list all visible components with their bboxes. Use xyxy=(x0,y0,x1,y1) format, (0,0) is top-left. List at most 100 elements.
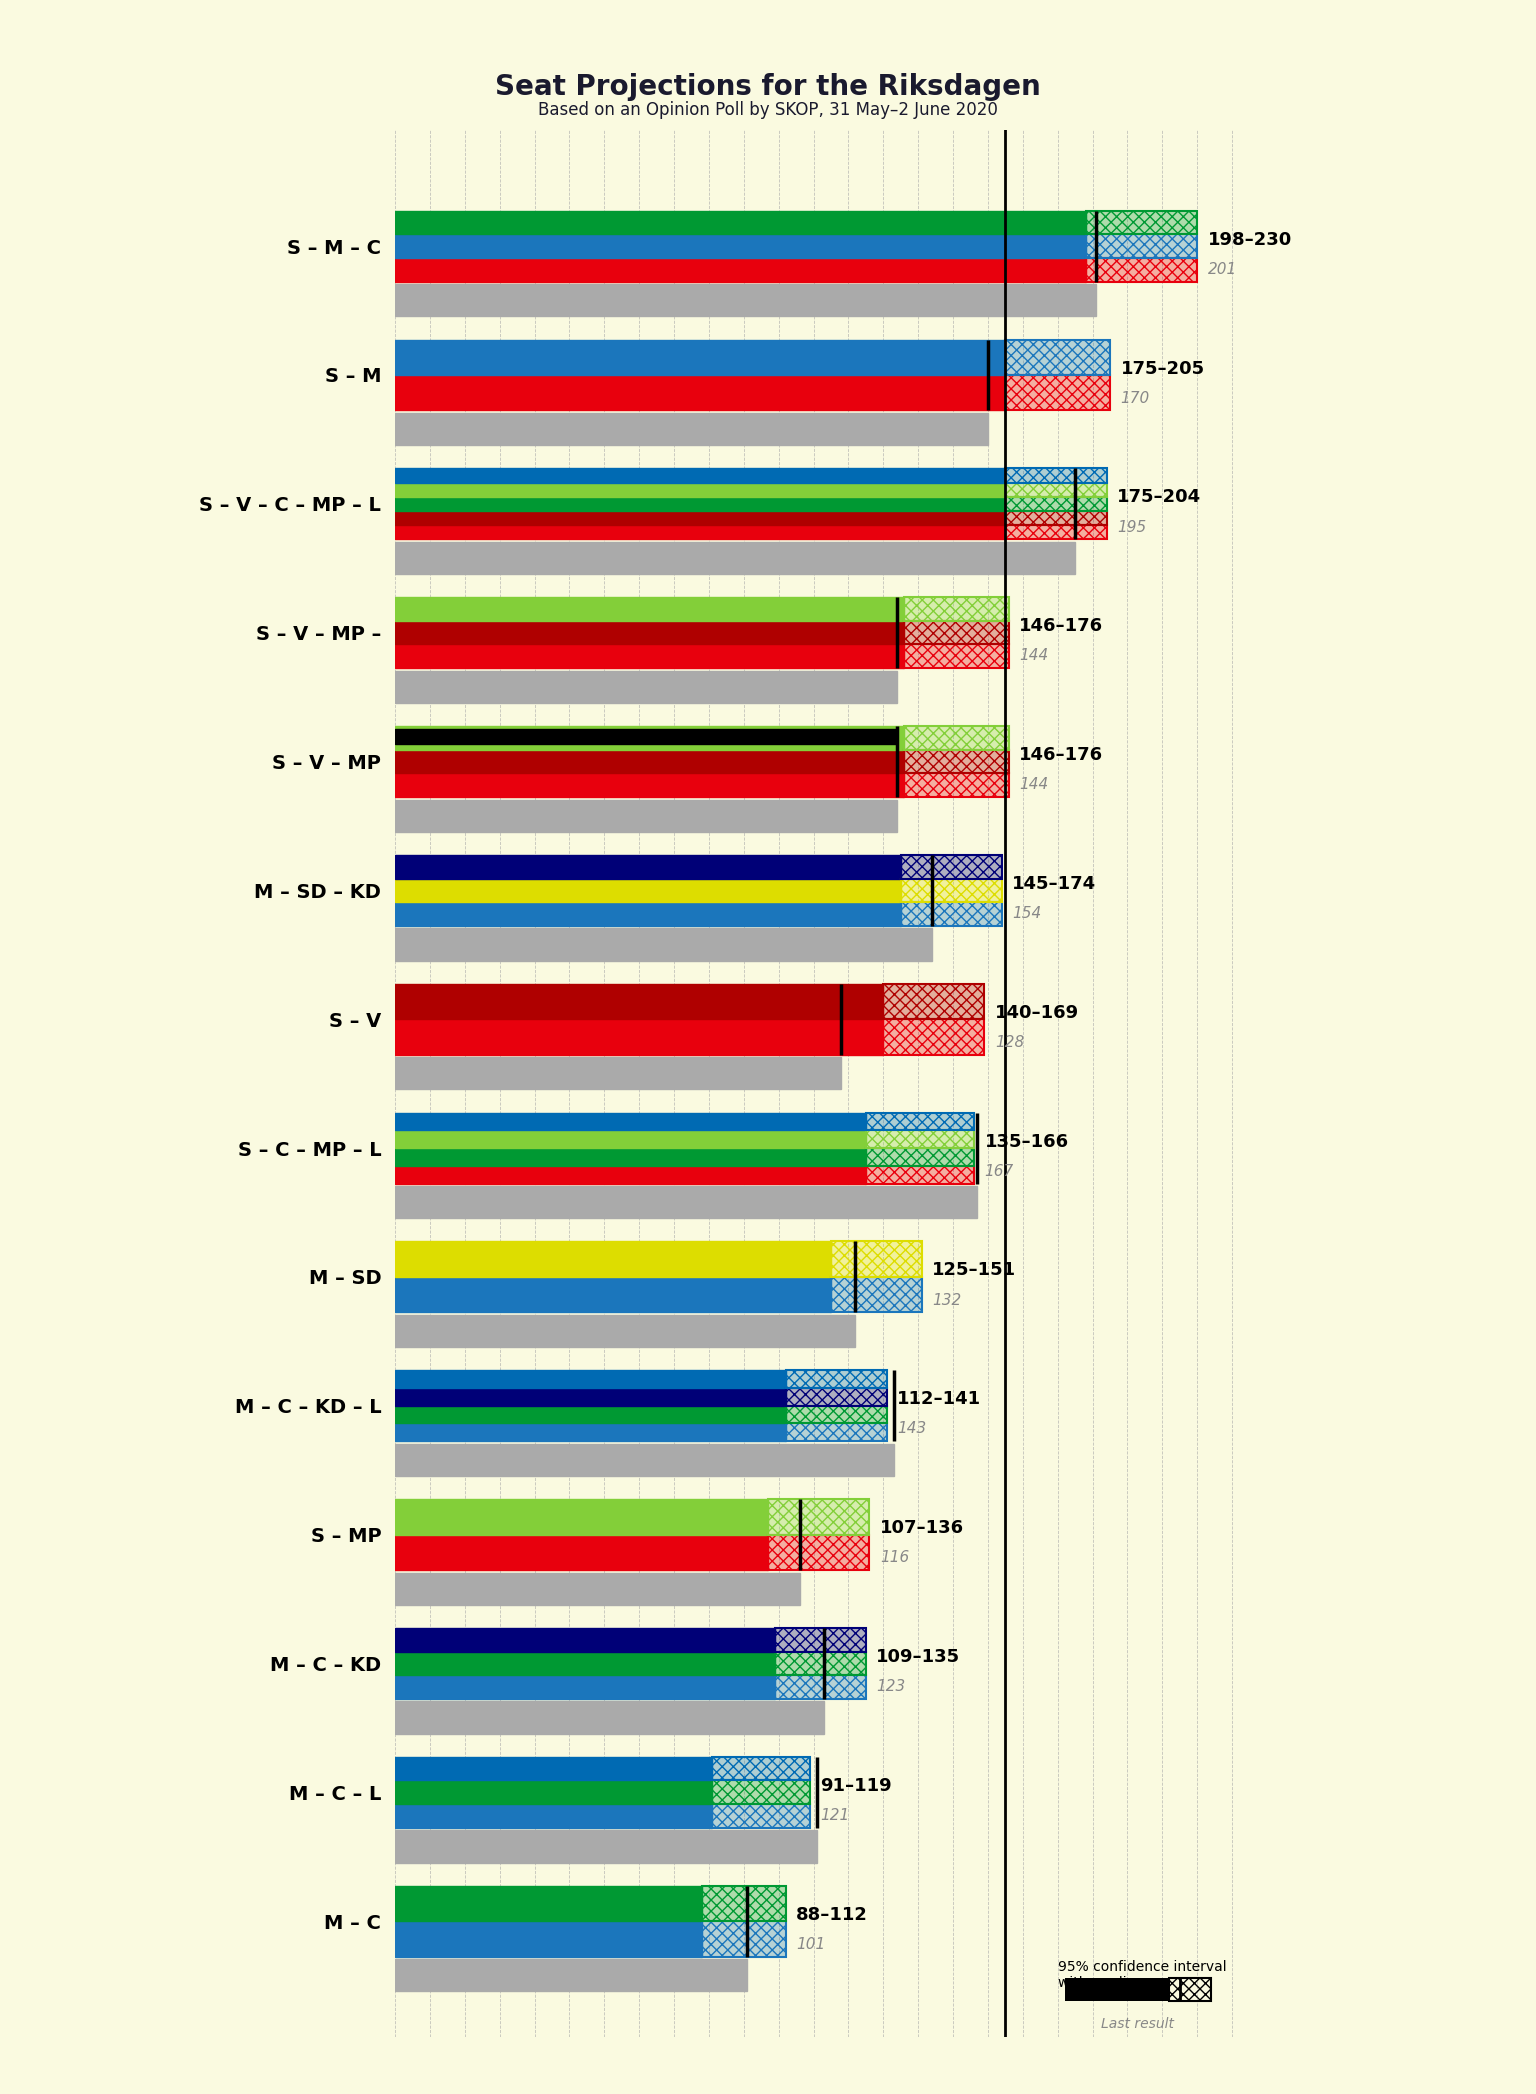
Bar xyxy=(1169,1979,1210,2002)
Bar xyxy=(866,1131,974,1148)
Bar xyxy=(395,597,905,620)
Bar xyxy=(768,1535,869,1570)
Bar xyxy=(395,511,1006,526)
Bar xyxy=(900,879,1001,903)
Bar xyxy=(883,984,985,1020)
Bar xyxy=(1006,375,1111,410)
Bar xyxy=(776,1627,866,1652)
Bar xyxy=(831,1277,922,1313)
Bar xyxy=(395,1960,748,1991)
Bar xyxy=(395,285,1097,316)
Bar xyxy=(1006,339,1111,375)
Bar xyxy=(866,1166,974,1183)
Bar xyxy=(866,1148,974,1166)
Bar xyxy=(1006,375,1111,410)
Text: 121: 121 xyxy=(820,1807,849,1824)
Text: 175–204: 175–204 xyxy=(1117,488,1201,507)
Text: 101: 101 xyxy=(796,1937,825,1952)
Bar xyxy=(1086,235,1197,258)
Bar xyxy=(768,1499,869,1535)
Bar xyxy=(702,1920,786,1956)
Text: Based on an Opinion Poll by SKOP, 31 May–2 June 2020: Based on an Opinion Poll by SKOP, 31 May… xyxy=(538,101,998,119)
Bar xyxy=(395,1112,866,1131)
Bar xyxy=(713,1805,809,1828)
Bar xyxy=(776,1652,866,1675)
Bar xyxy=(395,1652,776,1675)
Text: 146–176: 146–176 xyxy=(1020,618,1103,634)
Bar xyxy=(395,1702,823,1734)
Text: 91–119: 91–119 xyxy=(820,1778,892,1795)
Bar xyxy=(768,1535,869,1570)
Bar xyxy=(866,1112,974,1131)
Bar xyxy=(395,1780,713,1805)
Bar xyxy=(395,928,932,961)
Text: 144: 144 xyxy=(1020,777,1049,792)
Text: 109–135: 109–135 xyxy=(877,1648,960,1667)
Bar xyxy=(713,1757,809,1780)
Bar xyxy=(395,375,1006,410)
Bar xyxy=(713,1805,809,1828)
Bar xyxy=(395,526,1006,540)
Bar xyxy=(395,1424,786,1441)
Bar xyxy=(713,1780,809,1805)
Bar xyxy=(905,727,1009,750)
Bar xyxy=(395,1405,786,1424)
Text: 154: 154 xyxy=(1012,907,1041,921)
Bar xyxy=(395,1148,866,1166)
Bar xyxy=(395,1830,817,1862)
Bar xyxy=(1006,526,1106,540)
Text: 146–176: 146–176 xyxy=(1020,745,1103,764)
Bar xyxy=(395,482,1006,496)
Bar xyxy=(905,750,1009,773)
Text: 135–166: 135–166 xyxy=(985,1133,1069,1150)
Bar xyxy=(831,1277,922,1313)
Text: 88–112: 88–112 xyxy=(796,1906,868,1924)
Bar xyxy=(395,800,897,831)
Bar xyxy=(395,1242,831,1277)
Bar xyxy=(702,1920,786,1956)
Bar xyxy=(900,903,1001,926)
Bar xyxy=(395,542,1075,574)
Text: 144: 144 xyxy=(1020,649,1049,664)
Text: 167: 167 xyxy=(985,1164,1014,1179)
Bar xyxy=(395,984,883,1020)
Text: 116: 116 xyxy=(880,1550,909,1566)
Text: 132: 132 xyxy=(932,1292,962,1307)
Bar xyxy=(395,620,905,645)
Text: 107–136: 107–136 xyxy=(880,1518,965,1537)
Bar xyxy=(395,339,1006,375)
Bar xyxy=(883,984,985,1020)
Bar xyxy=(395,729,897,743)
Bar xyxy=(702,1887,786,1920)
Bar xyxy=(395,258,1086,281)
Bar xyxy=(395,903,900,926)
Bar xyxy=(395,1057,842,1089)
Bar xyxy=(866,1112,974,1131)
Bar xyxy=(786,1405,886,1424)
Bar xyxy=(713,1780,809,1805)
Bar xyxy=(395,727,905,750)
Bar xyxy=(900,903,1001,926)
Bar xyxy=(883,1020,985,1055)
Bar xyxy=(395,1757,713,1780)
Bar xyxy=(905,620,1009,645)
Text: 123: 123 xyxy=(877,1679,906,1694)
Bar xyxy=(395,496,1006,511)
Bar xyxy=(702,1887,786,1920)
Bar xyxy=(786,1424,886,1441)
Bar xyxy=(786,1405,886,1424)
Bar xyxy=(713,1757,809,1780)
Bar xyxy=(831,1242,922,1277)
Bar xyxy=(395,1443,894,1476)
Bar xyxy=(395,750,905,773)
Bar xyxy=(900,854,1001,879)
Bar xyxy=(1064,1979,1169,2002)
Bar xyxy=(1006,482,1106,496)
Bar xyxy=(395,469,1006,482)
Text: 175–205: 175–205 xyxy=(1120,360,1204,377)
Bar xyxy=(395,1185,977,1219)
Bar xyxy=(831,1242,922,1277)
Bar xyxy=(395,1887,702,1920)
Text: Last result: Last result xyxy=(1101,2017,1175,2031)
Bar xyxy=(395,1573,800,1604)
